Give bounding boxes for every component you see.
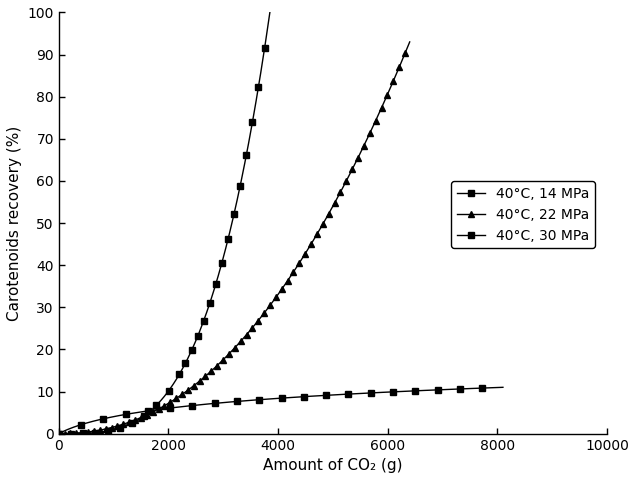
- 40°C, 22 MPa: [270, 298, 277, 303]
- 40°C, 30 MPa: [136, 416, 144, 422]
- Y-axis label: Carotenoids recovery (%): Carotenoids recovery (%): [7, 125, 22, 321]
- 40°C, 30 MPa: [111, 427, 119, 432]
- 40°C, 14 MPa: [319, 393, 327, 398]
- 40°C, 14 MPa: [327, 392, 335, 398]
- 40°C, 22 MPa: [263, 307, 270, 313]
- 40°C, 14 MPa: [457, 386, 465, 392]
- 40°C, 22 MPa: [264, 306, 272, 312]
- 40°C, 30 MPa: [258, 60, 266, 66]
- 40°C, 30 MPa: [73, 431, 81, 436]
- 40°C, 30 MPa: [253, 93, 261, 99]
- Line: 40°C, 14 MPa: 40°C, 14 MPa: [56, 384, 506, 436]
- 40°C, 30 MPa: [55, 431, 62, 436]
- 40°C, 30 MPa: [67, 431, 75, 436]
- 40°C, 22 MPa: [373, 115, 381, 121]
- Line: 40°C, 22 MPa: 40°C, 22 MPa: [56, 39, 413, 436]
- 40°C, 22 MPa: [55, 431, 62, 436]
- 40°C, 30 MPa: [266, 10, 273, 15]
- Line: 40°C, 30 MPa: 40°C, 30 MPa: [55, 9, 273, 437]
- 40°C, 14 MPa: [429, 387, 437, 393]
- X-axis label: Amount of CO₂ (g): Amount of CO₂ (g): [263, 458, 403, 473]
- 40°C, 14 MPa: [318, 393, 326, 398]
- 40°C, 22 MPa: [406, 39, 413, 45]
- 40°C, 22 MPa: [350, 162, 358, 168]
- 40°C, 22 MPa: [56, 431, 64, 436]
- 40°C, 14 MPa: [57, 430, 64, 436]
- 40°C, 14 MPa: [499, 384, 507, 390]
- Legend: 40°C, 14 MPa, 40°C, 22 MPa, 40°C, 30 MPa: 40°C, 14 MPa, 40°C, 22 MPa, 40°C, 30 MPa: [452, 181, 595, 248]
- 40°C, 14 MPa: [55, 431, 62, 436]
